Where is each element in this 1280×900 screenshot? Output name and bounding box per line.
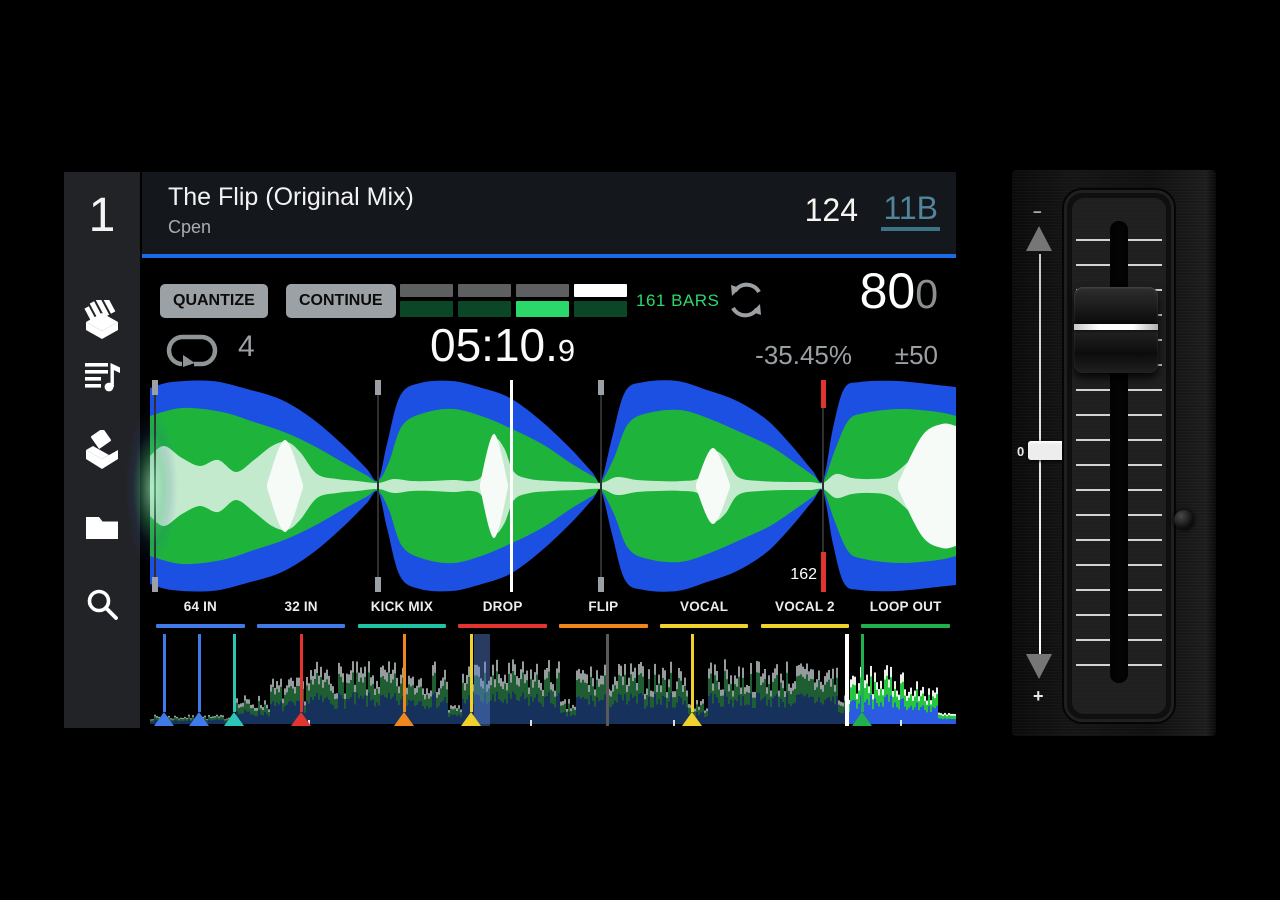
sync-arrows-icon: [724, 309, 768, 326]
hotcue-button[interactable]: DROP: [452, 596, 553, 632]
bar-tick: [900, 720, 902, 726]
beat-box-top: [574, 284, 627, 297]
playlist-icon: [82, 356, 122, 396]
hotcue-button[interactable]: VOCAL 2: [755, 596, 856, 632]
hotcue-label: 64 IN: [150, 596, 251, 618]
prepare-crate-icon: [82, 430, 122, 470]
hotcue-color-bar: [559, 624, 648, 628]
loop-size-value: 4: [238, 330, 255, 364]
hotcue-color-bar: [156, 624, 245, 628]
hotcue-button[interactable]: FLIP: [553, 596, 654, 632]
search-icon: [82, 584, 122, 624]
track-title: The Flip (Original Mix): [168, 183, 414, 212]
waveform-graphic: [142, 380, 956, 592]
deck-screen: 1: [64, 172, 956, 728]
quantize-button[interactable]: QUANTIZE: [160, 284, 268, 318]
tempo-decimal: 0: [915, 271, 938, 317]
deck-number: 1: [64, 188, 140, 243]
pitch-fader-knob[interactable]: [1074, 287, 1158, 373]
pitch-down-arrow-icon: [1026, 654, 1052, 679]
sidebar-item-files[interactable]: [82, 506, 122, 546]
hotcue-label: 32 IN: [251, 596, 352, 618]
hotcue-color-bar: [861, 624, 950, 628]
time-fraction: 9: [558, 333, 575, 368]
pitch-range-readout: ±50: [895, 340, 938, 371]
loop-icon: [166, 355, 218, 372]
overview-playhead: [845, 634, 849, 726]
hotcue-label: VOCAL 2: [755, 596, 856, 618]
bars-remaining-label: 161 BARS: [636, 291, 719, 311]
stage: 1: [0, 0, 1280, 900]
crates-icon: [82, 300, 122, 340]
sidebar-item-collection[interactable]: [82, 300, 122, 340]
sidebar-item-search[interactable]: [82, 584, 122, 624]
hotcue-color-bar: [257, 624, 346, 628]
panel-screw: [1174, 510, 1194, 530]
beat-box-bottom: [516, 301, 569, 317]
phrase-marker-label: 162: [767, 566, 817, 584]
header-divider: [142, 254, 956, 258]
tempo-integer: 80: [860, 263, 916, 319]
track-artist: Cpen: [168, 217, 211, 238]
beat-box-bottom: [458, 301, 511, 317]
main-waveform[interactable]: 162: [142, 380, 956, 592]
overview-waveform[interactable]: [150, 634, 956, 726]
playhead: [510, 380, 513, 592]
beatgrid-marker: [152, 380, 158, 592]
beat-box-top: [458, 284, 511, 297]
pitch-plus-label: +: [1033, 686, 1044, 707]
time-readout: 05:10.9: [430, 318, 575, 372]
tempo-readout[interactable]: 800: [860, 262, 938, 320]
hotcue-label: KICK MIX: [352, 596, 453, 618]
beat-phrase-indicator: [400, 284, 627, 317]
hotcue-button[interactable]: 32 IN: [251, 596, 352, 632]
hotcue-label: VOCAL: [654, 596, 755, 618]
hotcue-color-bar: [458, 624, 547, 628]
time-main: 05:10.: [430, 319, 558, 371]
pitch-zero-marker: [1028, 441, 1065, 460]
loop-button[interactable]: [166, 334, 218, 368]
sync-button[interactable]: [724, 278, 768, 322]
pitch-zero-label: 0: [1017, 444, 1024, 459]
beatgrid-marker: [598, 380, 604, 592]
beat-box-bottom: [574, 301, 627, 317]
hotcue-color-bar: [660, 624, 749, 628]
bar-tick: [673, 720, 675, 726]
folder-icon: [82, 506, 122, 546]
hotcue-bar: 64 IN32 INKICK MIXDROPFLIPVOCALVOCAL 2LO…: [150, 596, 956, 632]
track-key-badge[interactable]: 11B: [881, 192, 940, 231]
beat-box-bottom: [400, 301, 453, 317]
pitch-percent-readout: -35.45%: [755, 340, 852, 371]
beat-box-top: [400, 284, 453, 297]
hotcue-button[interactable]: 64 IN: [150, 596, 251, 632]
phrase-marker: [821, 380, 826, 592]
pitch-fader-panel: − 0 +: [1012, 170, 1216, 736]
hotcue-color-bar: [761, 624, 850, 628]
sidebar-item-prepare[interactable]: [82, 430, 122, 470]
hotcue-color-bar: [358, 624, 447, 628]
sidebar-item-playlists[interactable]: [82, 356, 122, 396]
hotcue-label: FLIP: [553, 596, 654, 618]
track-header: The Flip (Original Mix) Cpen 124 11B: [142, 172, 956, 254]
hotcue-label: LOOP OUT: [855, 596, 956, 618]
beatgrid-marker: [375, 380, 381, 592]
sidebar: 1: [64, 172, 140, 728]
hotcue-button[interactable]: VOCAL: [654, 596, 755, 632]
beat-box-top: [516, 284, 569, 297]
track-bpm: 124: [805, 192, 858, 229]
pitch-fader-track[interactable]: [1064, 190, 1174, 722]
hotcue-button[interactable]: LOOP OUT: [855, 596, 956, 632]
bar-tick: [530, 720, 532, 726]
overview-graphic: [150, 634, 956, 726]
hotcue-label: DROP: [452, 596, 553, 618]
continue-button[interactable]: CONTINUE: [286, 284, 396, 318]
pitch-scale-minus-label: −: [1033, 204, 1042, 221]
pitch-up-arrow-icon: [1026, 226, 1052, 251]
hotcue-button[interactable]: KICK MIX: [352, 596, 453, 632]
fader-knob-line: [1074, 324, 1158, 330]
